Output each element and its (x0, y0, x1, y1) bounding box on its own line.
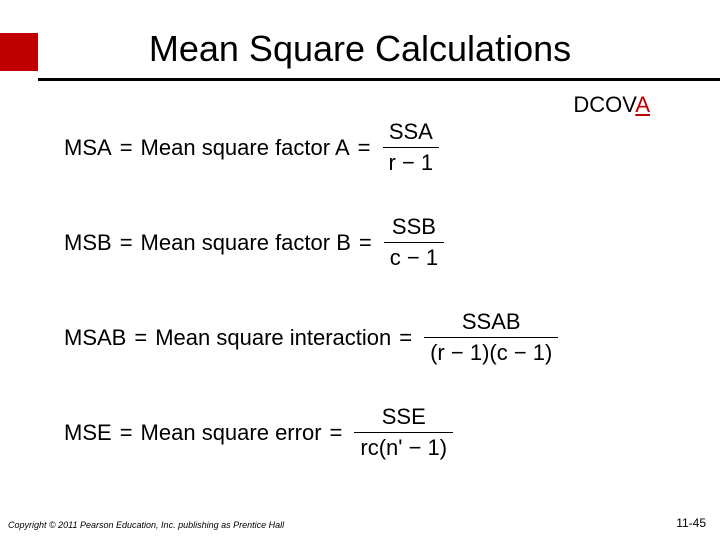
eq-numerator: SSA (383, 119, 439, 147)
eq-lhs: MSAB (64, 325, 126, 351)
eq-lhs: MSA (64, 135, 112, 161)
eq-numerator: SSB (386, 214, 442, 242)
eq-desc: Mean square error (141, 420, 322, 446)
equals-sign: = (358, 135, 371, 161)
eq-desc: Mean square factor B (141, 230, 351, 256)
eq-denominator: r − 1 (383, 147, 440, 176)
eq-lhs: MSB (64, 230, 112, 256)
equals-sign: = (120, 135, 133, 161)
copyright-text: Copyright © 2011 Pearson Education, Inc.… (8, 520, 284, 530)
eq-desc: Mean square interaction (155, 325, 391, 351)
equals-sign: = (134, 325, 147, 351)
eq-lhs: MSE (64, 420, 112, 446)
eq-denominator: rc(n' − 1) (354, 432, 453, 461)
equals-sign: = (120, 420, 133, 446)
eq-fraction: SSAB (r − 1)(c − 1) (424, 309, 558, 366)
dcova-tag: DCOVA (573, 92, 650, 118)
equation-msb: MSB = Mean square factor B = SSB c − 1 (64, 214, 664, 271)
eq-fraction: SSB c − 1 (384, 214, 444, 271)
equations-block: MSA = Mean square factor A = SSA r − 1 M… (64, 119, 664, 499)
eq-fraction: SSE rc(n' − 1) (354, 404, 453, 461)
equals-sign: = (120, 230, 133, 256)
equation-mse: MSE = Mean square error = SSE rc(n' − 1) (64, 404, 664, 461)
equation-msa: MSA = Mean square factor A = SSA r − 1 (64, 119, 664, 176)
equals-sign: = (359, 230, 372, 256)
tag-prefix: DCOV (573, 92, 635, 117)
eq-desc: Mean square factor A (141, 135, 350, 161)
equals-sign: = (330, 420, 343, 446)
title-underline (38, 78, 720, 81)
page-title: Mean Square Calculations (0, 28, 720, 70)
equals-sign: = (399, 325, 412, 351)
tag-highlight: A (635, 92, 650, 117)
eq-denominator: (r − 1)(c − 1) (424, 337, 558, 366)
eq-numerator: SSE (376, 404, 432, 432)
page-number: 11-45 (676, 516, 706, 530)
eq-denominator: c − 1 (384, 242, 444, 271)
eq-numerator: SSAB (456, 309, 527, 337)
equation-msab: MSAB = Mean square interaction = SSAB (r… (64, 309, 664, 366)
eq-fraction: SSA r − 1 (383, 119, 440, 176)
